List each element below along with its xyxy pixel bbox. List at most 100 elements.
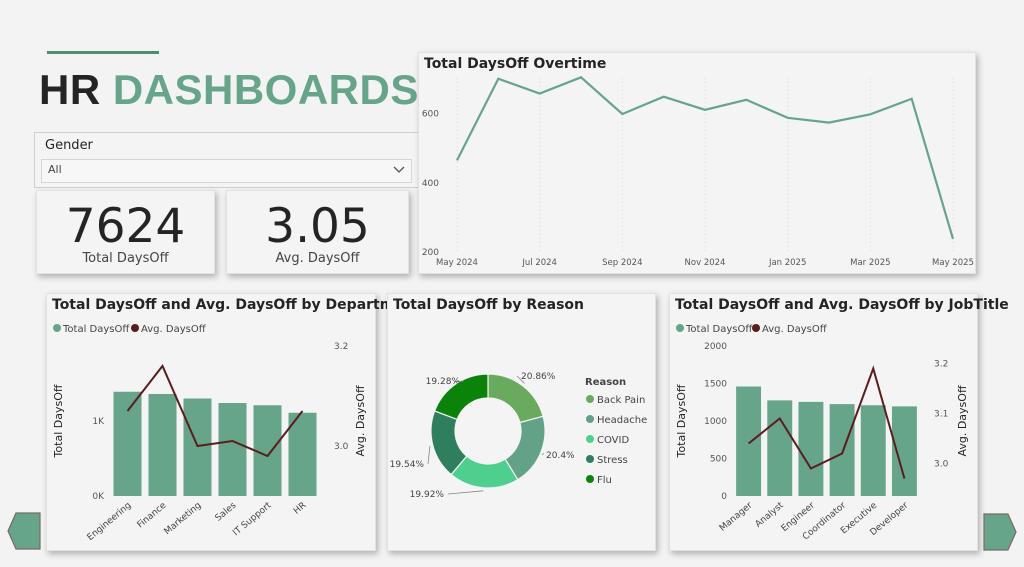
jobtitle-y2-axis-title: Avg. DaysOff (956, 385, 969, 456)
page-title-accent: DASHBOARDS (112, 66, 419, 113)
department-bar (183, 398, 212, 496)
reason-leader-line (427, 446, 431, 465)
department-chart-title: Total DaysOff and Avg. DaysOff by Depart… (52, 297, 421, 313)
next-page-button[interactable] (982, 512, 1018, 552)
jobtitle-chart: Total DaysOff Avg. DaysOff Total DaysOff Av… (675, 324, 969, 542)
reason-data-label: 19.92% (410, 490, 445, 500)
department-legend-marker-avg (131, 324, 139, 332)
reason-data-label: 20.86% (521, 372, 556, 382)
overtime-x-tick-label: Nov 2024 (685, 258, 726, 268)
jobtitle-y2-tick-label: 3.0 (934, 460, 949, 470)
jobtitle-chart-title: Total DaysOff and Avg. DaysOff by JobTit… (675, 297, 1009, 313)
reason-legend-label: Back Pain (597, 395, 645, 406)
overtime-y-tick-label: 200 (422, 248, 439, 258)
jobtitle-bar (798, 401, 824, 496)
jobtitle-y-tick-label: 1000 (704, 417, 727, 427)
page-title: HR DASHBOARDS (39, 66, 419, 114)
reason-leader-line (447, 490, 484, 495)
kpi-total-daysoff-caption: Total DaysOff (82, 251, 169, 266)
department-x-tick-label: Sales (214, 500, 239, 523)
reason-leader-line (541, 453, 544, 456)
department-y-axis-title: Total DaysOff (52, 384, 65, 458)
jobtitle-bar (767, 400, 793, 496)
reason-data-label: 19.54% (390, 460, 425, 470)
kpi-avg-daysoff-value: 3.05 (265, 199, 370, 254)
gender-dropdown[interactable]: All (41, 159, 412, 183)
reason-legend-marker (586, 455, 594, 463)
jobtitle-x-tick-label: Manager (718, 500, 755, 533)
reason-legend-label: Flu (597, 475, 612, 486)
department-chart: Total DaysOff Avg. DaysOff Total DaysOff Av… (52, 324, 367, 543)
kpi-avg-daysoff-caption: Avg. DaysOff (275, 251, 360, 266)
department-x-tick-label: IT Support (231, 500, 273, 538)
overtime-chart-title: Total DaysOff Overtime (424, 56, 607, 72)
prev-page-button[interactable] (6, 511, 42, 551)
jobtitle-avg-line (747, 365, 906, 479)
overtime-chart: 200 400 600 May 2024 Jul 2024 Sep 2024 Nov 202… (422, 76, 974, 268)
jobtitle-y2-tick-label: 3.1 (934, 410, 948, 420)
reason-data-label: 20.4% (546, 451, 575, 461)
overtime-x-tick-label: May 2025 (932, 258, 974, 268)
jobtitle-legend-label-total: Total DaysOff (685, 324, 753, 335)
department-legend-marker-total (53, 324, 61, 332)
jobtitle-legend-marker-total (676, 324, 684, 332)
reason-legend-title: Reason (585, 377, 626, 388)
kpi-total-daysoff: 7624 Total DaysOff (36, 190, 215, 274)
overtime-x-tick-label: Jan 2025 (768, 258, 806, 268)
overtime-y-tick-label: 400 (422, 179, 439, 189)
overtime-chart-card: Total DaysOff Overtime 200 400 600 May 2024… (418, 52, 976, 274)
chevron-down-icon (393, 166, 405, 173)
jobtitle-y-tick-label: 500 (710, 455, 727, 465)
department-legend-label-total: Total DaysOff (62, 324, 130, 335)
kpi-avg-daysoff: 3.05 Avg. DaysOff (226, 190, 409, 274)
reason-chart: 20.86% 20.4% 19.92% 19.54% 19.28% Reason Back … (390, 372, 648, 500)
arrow-left-icon (7, 512, 41, 550)
department-x-tick-label: Engineering (86, 501, 134, 543)
department-y2-axis-title: Avg. DaysOff (354, 385, 367, 456)
jobtitle-y-tick-label: 0 (721, 492, 727, 502)
reason-chart-title: Total DaysOff by Reason (393, 297, 584, 313)
reason-leader-line (453, 380, 465, 383)
department-y-tick-label: 0K (92, 492, 105, 502)
overtime-x-tick-label: Sep 2024 (602, 258, 642, 268)
department-legend-label-avg: Avg. DaysOff (141, 324, 207, 335)
jobtitle-y-tick-label: 2000 (704, 342, 727, 352)
overtime-x-tick-label: May 2024 (436, 258, 478, 268)
jobtitle-legend-label-avg: Avg. DaysOff (762, 324, 828, 335)
gender-slicer-label: Gender (45, 138, 93, 153)
department-bar (218, 403, 247, 496)
gender-dropdown-value: All (48, 163, 62, 176)
jobtitle-y-tick-label: 1500 (704, 380, 727, 390)
department-avg-line (126, 364, 304, 458)
arrow-right-icon (983, 513, 1017, 551)
reason-legend-marker (586, 475, 594, 483)
jobtitle-y-axis-title: Total DaysOff (675, 384, 688, 458)
overtime-x-tick-label: Mar 2025 (850, 258, 890, 268)
department-bar (288, 412, 317, 496)
overtime-x-tick-label: Jul 2024 (521, 258, 557, 268)
reason-data-label: 19.28% (426, 377, 461, 387)
reason-legend-label: Stress (597, 455, 628, 466)
title-accent-line (47, 51, 159, 54)
jobtitle-y2-tick-label: 3.2 (934, 360, 948, 370)
department-chart-card: Total DaysOff and Avg. DaysOff by Depart… (46, 293, 420, 551)
jobtitle-bar (736, 386, 762, 496)
reason-slice (433, 373, 489, 421)
jobtitle-bar (860, 405, 886, 496)
jobtitle-chart-card: Total DaysOff and Avg. DaysOff by JobTit… (669, 293, 1009, 551)
gender-slicer: Gender All (34, 132, 419, 188)
department-bar (148, 394, 177, 496)
jobtitle-legend-marker-avg (752, 324, 760, 332)
department-y2-tick-label: 3.0 (334, 442, 349, 452)
reason-legend-marker (586, 435, 594, 443)
department-y2-tick-label: 3.2 (334, 342, 348, 352)
kpi-total-daysoff-value: 7624 (65, 199, 186, 254)
department-y-tick-label: 1K (92, 417, 105, 427)
reason-legend-label: Headache (597, 415, 647, 426)
department-x-tick-label: Marketing (163, 501, 204, 537)
overtime-y-tick-label: 600 (422, 110, 439, 120)
reason-legend-marker (586, 415, 594, 423)
department-bar (113, 391, 142, 496)
jobtitle-bar (829, 404, 855, 496)
reason-chart-card: Total DaysOff by Reason 20.86% 20.4% 19.92… (387, 293, 656, 551)
